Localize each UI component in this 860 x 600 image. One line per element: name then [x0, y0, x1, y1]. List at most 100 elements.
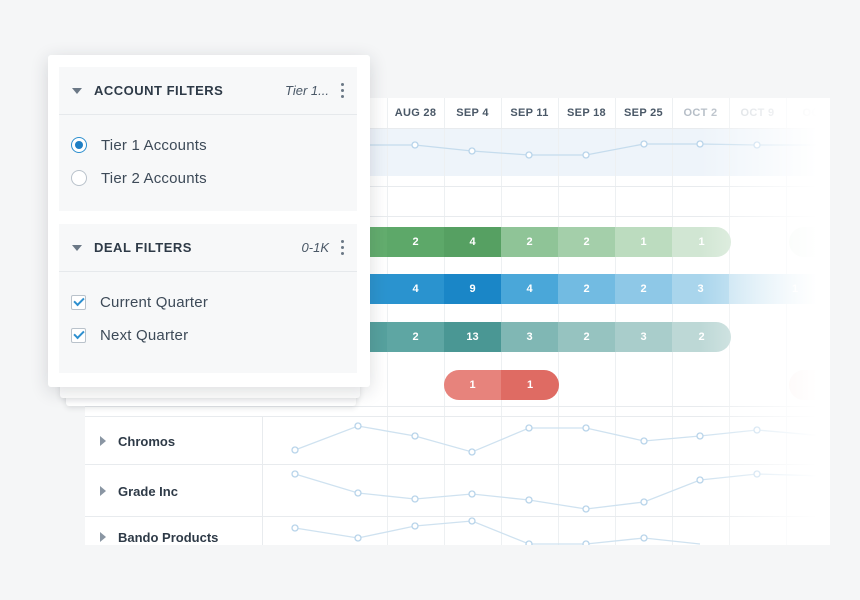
- filter-panel: ACCOUNT FILTERS Tier 1... Tier 1 Account…: [48, 55, 370, 387]
- sparkline-point: [411, 495, 419, 503]
- sparkline-point: [696, 432, 704, 440]
- sparkline-point: [291, 470, 299, 478]
- expand-caret-icon: [100, 532, 106, 542]
- account-filters-section: ACCOUNT FILTERS Tier 1... Tier 1 Account…: [59, 67, 357, 211]
- chromos-sparkline: [294, 425, 826, 453]
- sparkline-point: [640, 498, 648, 506]
- sparkline-point: [291, 524, 299, 532]
- sparkline-point: [640, 437, 648, 445]
- sparkline-point: [411, 141, 419, 149]
- sparkline-point: [582, 540, 590, 545]
- section-value: Tier 1...: [285, 83, 329, 98]
- row-divider: [85, 186, 830, 187]
- sparkline-point: [753, 470, 761, 478]
- collapse-triangle-icon[interactable]: [72, 87, 82, 94]
- sparkline-point: [696, 140, 704, 148]
- pill-value: 2: [615, 274, 672, 304]
- checkbox-checked[interactable]: [71, 294, 86, 310]
- sparkline-point: [640, 534, 648, 542]
- sparkline-point: [640, 140, 648, 148]
- name-column-divider: [262, 416, 263, 545]
- sparkline-point: [354, 489, 362, 497]
- section-value: 0-1K: [301, 240, 329, 255]
- grid-column-line: [558, 98, 559, 545]
- section-title: ACCOUNT FILTERS: [94, 83, 224, 98]
- option-label: Tier 1 Accounts: [101, 136, 207, 154]
- option-label: Current Quarter: [100, 293, 209, 311]
- date-header: SEP 4: [456, 107, 489, 119]
- account-row-grade-inc[interactable]: Grade Inc: [85, 466, 263, 516]
- pill-value: 2: [501, 227, 558, 257]
- row-divider: [85, 516, 830, 517]
- green-pill: 2 4 2 2 1 1: [301, 227, 731, 257]
- row-divider: [85, 216, 830, 217]
- date-header: SEP 18: [567, 107, 606, 119]
- option-tier-2-accounts[interactable]: Tier 2 Accounts: [71, 167, 207, 189]
- account-row-chromos[interactable]: Chromos: [85, 416, 263, 466]
- kebab-menu-icon[interactable]: [341, 83, 344, 98]
- account-row-bando-products[interactable]: Bando Products: [85, 512, 263, 545]
- grade-inc-sparkline: [294, 473, 826, 510]
- grid-column-line: [444, 98, 445, 545]
- pill-value: 2: [387, 322, 444, 352]
- grid-column-line: [501, 98, 502, 545]
- row-divider: [85, 128, 830, 129]
- radio-selected[interactable]: [71, 137, 87, 153]
- sparkline-point: [525, 496, 533, 504]
- sparkline-point: [468, 147, 476, 155]
- date-header: SEP 11: [510, 107, 549, 119]
- checkbox-checked[interactable]: [71, 327, 86, 343]
- bando-sparkline: [294, 520, 701, 545]
- sparkline-point: [291, 446, 299, 454]
- sparkline-point: [468, 490, 476, 498]
- account-name: Bando Products: [118, 529, 219, 545]
- pill-value: 1: [615, 227, 672, 257]
- sparkline-point: [696, 476, 704, 484]
- pill-value: 4: [444, 227, 501, 257]
- pill-value: 13: [444, 322, 501, 352]
- row-divider: [85, 464, 830, 465]
- expand-caret-icon: [100, 486, 106, 496]
- grid-column-line: [615, 98, 616, 545]
- kebab-menu-icon[interactable]: [341, 240, 344, 255]
- sparkline-point: [582, 505, 590, 513]
- pill-value: 2: [558, 274, 615, 304]
- pill-value: 2: [558, 227, 615, 257]
- pill-value: 4: [501, 274, 558, 304]
- option-label: Next Quarter: [100, 326, 189, 344]
- row-divider: [85, 406, 830, 407]
- date-header: SEP 25: [624, 107, 663, 119]
- sparkline-point: [582, 424, 590, 432]
- pill-value: 2: [387, 227, 444, 257]
- summary-sparkline: [330, 143, 825, 156]
- date-header: AUG 28: [394, 107, 437, 119]
- deal-filters-section: DEAL FILTERS 0-1K Current Quarter Next Q…: [59, 224, 357, 373]
- expand-caret-icon: [100, 436, 106, 446]
- grid-column-line: [387, 98, 388, 545]
- pill-value: 2: [558, 322, 615, 352]
- sparkline-point: [525, 424, 533, 432]
- sparkline-point: [753, 426, 761, 434]
- sparkline-point: [468, 517, 476, 525]
- account-name: Grade Inc: [118, 483, 178, 499]
- deal-filters-header[interactable]: DEAL FILTERS 0-1K: [59, 224, 357, 272]
- sparkline-point: [525, 151, 533, 159]
- option-label: Tier 2 Accounts: [101, 169, 207, 187]
- sparkline-point: [411, 432, 419, 440]
- account-name: Chromos: [118, 433, 176, 449]
- sparkline-point: [753, 141, 761, 149]
- section-title: DEAL FILTERS: [94, 240, 192, 255]
- sparkline-point: [525, 540, 533, 545]
- collapse-triangle-icon[interactable]: [72, 244, 82, 251]
- pill-value: 3: [501, 322, 558, 352]
- option-tier-1-accounts[interactable]: Tier 1 Accounts: [71, 134, 207, 156]
- account-filters-header[interactable]: ACCOUNT FILTERS Tier 1...: [59, 67, 357, 115]
- option-next-quarter[interactable]: Next Quarter: [71, 324, 188, 346]
- pill-value: 3: [615, 322, 672, 352]
- row-divider: [85, 416, 830, 417]
- pill-value: 1: [444, 370, 501, 400]
- radio-unselected[interactable]: [71, 170, 87, 186]
- grid-column-line: [672, 98, 673, 545]
- sparkline-point: [354, 422, 362, 430]
- option-current-quarter[interactable]: Current Quarter: [71, 291, 208, 313]
